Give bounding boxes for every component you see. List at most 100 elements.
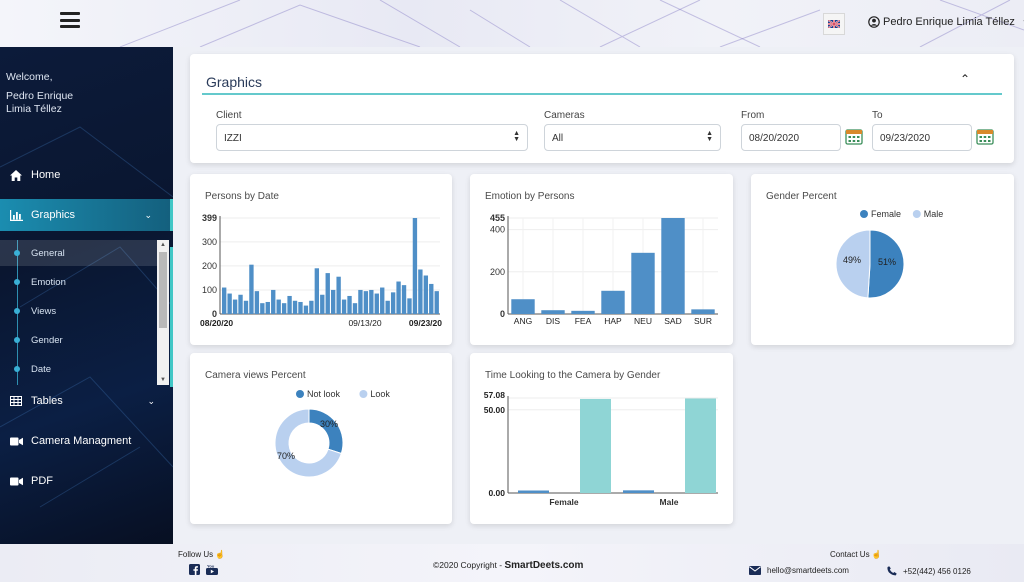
card-title: Persons by Date (205, 191, 279, 202)
bar (265, 301, 270, 314)
bar (276, 299, 281, 314)
bar (336, 276, 341, 314)
bar (249, 264, 254, 314)
bar (358, 289, 363, 314)
bar (418, 269, 423, 314)
bar (580, 398, 611, 493)
bar (541, 310, 565, 314)
to-date-value: 09/23/2020 (880, 133, 931, 144)
y-tick-label: 200 (202, 261, 217, 271)
calendar-icon[interactable] (976, 127, 994, 145)
y-tick-label: 0.00 (488, 488, 505, 498)
bar (352, 303, 358, 314)
bar (363, 291, 369, 314)
subitem-gender[interactable]: Gender (0, 327, 157, 353)
subitem-label: General (31, 247, 65, 259)
bar (271, 289, 276, 314)
slice-label: 49% (843, 255, 861, 265)
bar (412, 218, 418, 314)
bar (341, 299, 347, 314)
sidebar-item-label: Tables (31, 395, 63, 407)
y-tick-label: 100 (202, 285, 217, 295)
from-date-input[interactable]: 08/20/2020 (741, 124, 841, 151)
subitem-views[interactable]: Views (0, 298, 157, 324)
select-arrows-icon: ▲ ▼ (706, 130, 713, 143)
follow-us-text: Follow Us (178, 550, 214, 559)
bar (287, 295, 292, 314)
welcome-name: Pedro Enrique Limia Téllez (6, 90, 74, 115)
bar (292, 300, 298, 314)
social-links: You (189, 564, 218, 575)
sidebar-item-label: Graphics (31, 209, 76, 221)
y-tick-label: 0 (500, 309, 505, 319)
x-tick-label: DIS (546, 316, 561, 326)
x-tick-label: Female (549, 497, 579, 507)
emotion-by-persons-chart: 0 200 400 455 ANG DIS FEA HAP NEU SAD SUR (490, 213, 718, 326)
subitem-general[interactable]: General (0, 240, 157, 266)
page-title: Graphics (206, 74, 263, 90)
cameras-select[interactable]: All ▲ ▼ (544, 124, 721, 151)
copyright-label: ©2020 Copyright - (433, 560, 505, 570)
phone-contact[interactable]: +52(442) 456 0126 (887, 566, 971, 576)
cameras-label: Cameras (544, 110, 585, 121)
to-date-input[interactable]: 09/23/2020 (872, 124, 972, 151)
caret-down-icon: ▼ (1022, 18, 1024, 27)
bar (407, 298, 412, 314)
bar (281, 303, 287, 314)
sidebar-item-home[interactable]: Home (0, 159, 173, 191)
x-tick-label: 09/13/20 (348, 318, 381, 328)
submenu-scrollbar[interactable]: ▲ ▼ (157, 240, 169, 385)
uk-flag-icon[interactable] (823, 13, 845, 35)
legend-label: Not look (307, 389, 341, 399)
select-arrows-icon: ▲ ▼ (513, 130, 520, 143)
sidebar-item-label: PDF (31, 475, 53, 487)
pie-slice (867, 229, 905, 299)
sidebar-item-label: Camera Managment (31, 435, 132, 447)
table-icon (8, 396, 24, 406)
collapse-chevron-icon[interactable]: ⌃ (960, 72, 971, 86)
card-title: Camera views Percent (205, 370, 306, 381)
scroll-up-icon[interactable]: ▲ (160, 242, 166, 248)
bar (423, 275, 429, 314)
bar (325, 273, 330, 314)
scroll-down-icon[interactable]: ▼ (160, 377, 166, 383)
bar (661, 218, 685, 314)
user-menu[interactable]: Pedro Enrique Limia Téllez ▼ (868, 16, 1024, 28)
email-text: hello@smartdeets.com (767, 566, 849, 575)
sidebar-item-graphics[interactable]: Graphics ⌄ (0, 199, 173, 231)
legend-label: Male (924, 209, 944, 219)
bar (347, 295, 352, 314)
pie-slice (308, 408, 344, 455)
scroll-thumb[interactable] (159, 252, 167, 328)
bar (222, 287, 227, 314)
sidebar-item-pdf[interactable]: PDF (0, 465, 173, 497)
to-label: To (872, 110, 883, 121)
sidebar-item-camera-managment[interactable]: Camera Managment (0, 425, 173, 457)
bar (314, 268, 320, 314)
envelope-icon (749, 566, 761, 575)
client-select[interactable]: IZZI ▲ ▼ (216, 124, 528, 151)
calendar-icon[interactable] (845, 127, 863, 145)
subitem-label: Date (31, 363, 52, 375)
x-tick-label: Male (660, 497, 679, 507)
y-tick-label: 0 (212, 309, 217, 319)
youtube-icon[interactable]: You (206, 564, 218, 575)
subitem-emotion[interactable]: Emotion (0, 269, 157, 295)
facebook-icon[interactable] (189, 564, 200, 575)
camera-views-card: Camera views Percent Not look Look 30% 70% (190, 353, 452, 524)
sidebar-decoration (0, 126, 173, 508)
legend-swatch (359, 390, 368, 398)
bar (320, 294, 325, 314)
bar (254, 291, 260, 314)
menu-toggle-button[interactable] (60, 12, 80, 28)
bar (369, 289, 374, 314)
x-tick-label: ANG (514, 316, 532, 326)
subitem-label: Gender (31, 334, 63, 346)
email-contact[interactable]: hello@smartdeets.com (749, 566, 849, 575)
bar (518, 490, 549, 493)
sidebar: Welcome, Pedro Enrique Limia Téllez Home… (0, 47, 173, 544)
slice-label: 70% (277, 451, 295, 461)
subitem-date[interactable]: Date (0, 356, 157, 382)
x-tick-label: SAD (664, 316, 681, 326)
sidebar-item-tables[interactable]: Tables ⌄ (0, 385, 173, 417)
